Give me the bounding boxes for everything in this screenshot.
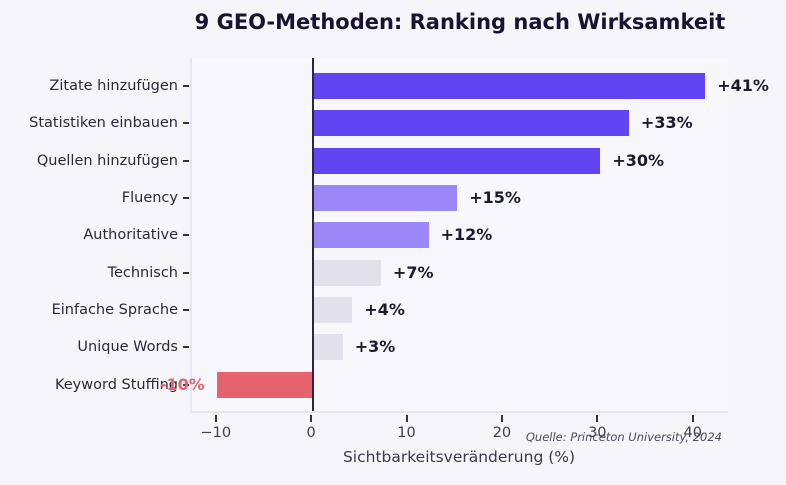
x-tick-label: 10 xyxy=(397,425,416,441)
category-label: Technisch xyxy=(107,264,178,281)
x-tick-label: 30 xyxy=(588,425,607,441)
x-tick-label: 40 xyxy=(683,425,702,441)
bar xyxy=(314,110,629,137)
x-tick xyxy=(596,415,599,422)
category-label: Authoritative xyxy=(83,227,178,244)
bar xyxy=(314,334,343,361)
x-tick-label: 20 xyxy=(492,425,512,441)
source-note: Quelle: Princeton University, 2024 xyxy=(525,430,722,444)
x-tick-label: −10 xyxy=(200,425,232,441)
x-tick xyxy=(310,415,313,422)
y-tick xyxy=(183,234,189,237)
bar xyxy=(314,73,706,99)
bar xyxy=(314,297,353,324)
y-tick xyxy=(183,383,189,386)
x-axis: −10 0 10 20 30 40 xyxy=(190,413,728,473)
category-label: Einfache Sprache xyxy=(51,302,178,319)
bar-value-label: +30% xyxy=(612,150,665,170)
bar-value-label: +15% xyxy=(469,188,521,208)
y-tick xyxy=(183,159,189,162)
bar xyxy=(314,222,429,249)
category-label: Quellen hinzufügen xyxy=(36,152,178,169)
plot-area: +41% +33% +30% +15% +12% +7% +4% +3% -10% xyxy=(160,58,769,413)
bar xyxy=(314,147,601,174)
bar xyxy=(314,185,458,212)
y-tick xyxy=(183,309,189,312)
chart-title: 9 GEO-Methoden: Ranking nach Wirksamkeit xyxy=(194,10,726,34)
y-axis: Zitate hinzufügen Statistiken einbauen Que… xyxy=(0,58,190,413)
x-tick xyxy=(500,415,503,422)
category-label: Unique Words xyxy=(77,339,178,356)
y-tick xyxy=(183,346,189,349)
bar-value-label: +41% xyxy=(717,76,769,95)
x-tick-label: 0 xyxy=(306,425,316,441)
y-tick xyxy=(183,197,189,200)
bar-value-label: +33% xyxy=(640,113,693,133)
x-axis-label: Sichtbarkeitsveränderung (%) xyxy=(342,448,576,466)
x-tick xyxy=(405,415,408,422)
category-label: Keyword Stuffing xyxy=(54,376,178,393)
zero-line xyxy=(312,58,315,411)
category-label: Fluency xyxy=(121,190,178,207)
category-label: Zitate hinzufügen xyxy=(49,78,178,94)
bar-value-label: +7% xyxy=(392,262,434,282)
y-tick xyxy=(183,271,189,274)
bar-value-label: -10% xyxy=(159,374,205,394)
x-tick xyxy=(214,415,217,422)
x-tick xyxy=(691,415,694,422)
bar-value-label: +4% xyxy=(364,300,405,320)
y-tick xyxy=(183,122,189,125)
bar-value-label: +12% xyxy=(440,225,493,245)
y-tick xyxy=(183,85,189,87)
category-label: Statistiken einbauen xyxy=(29,115,178,132)
bar-value-label: +3% xyxy=(354,337,396,357)
bar xyxy=(314,259,381,286)
bar xyxy=(216,371,313,398)
